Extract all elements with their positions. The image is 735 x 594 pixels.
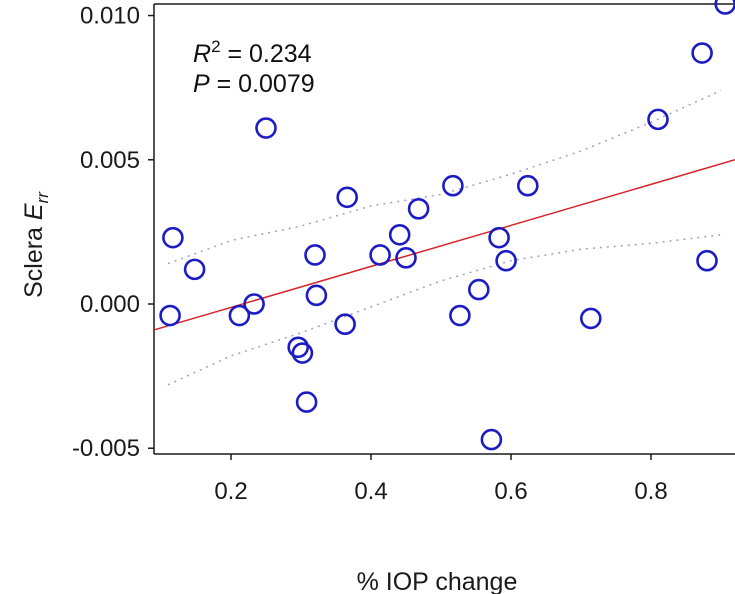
data-point (305, 284, 328, 307)
axis-ticks: 0.2 0.4 0.6 0.8 -0.005 0.000 0.005 0.010 (72, 3, 668, 505)
x-tick-label: 0.4 (354, 478, 387, 505)
data-point (395, 247, 417, 269)
data-point (255, 117, 277, 139)
y-axis-title-prefix: Sclera (20, 220, 48, 298)
data-point (388, 223, 411, 246)
r-squared-annotation: R2 = 0.234 (193, 37, 312, 68)
y-axis-title: Sclera Err (20, 191, 52, 298)
x-tick-label: 0.6 (494, 478, 527, 505)
data-point (159, 304, 181, 327)
data-point (291, 342, 314, 364)
data-point (334, 313, 356, 335)
data-point (696, 249, 718, 272)
y-tick-label: 0.000 (80, 291, 140, 318)
data-point (369, 244, 391, 266)
p-symbol: P (193, 70, 210, 98)
data-point (467, 278, 490, 301)
data-point (480, 428, 503, 451)
y-tick-label: -0.005 (72, 435, 140, 462)
data-point (407, 198, 430, 220)
ci-upper-line (167, 89, 722, 265)
r-squared-exponent: 2 (211, 37, 220, 56)
data-point (579, 307, 602, 330)
data-point (488, 226, 510, 249)
y-axis-title-variable: E (20, 203, 48, 220)
p-value: = 0.0079 (210, 70, 315, 98)
data-point (495, 249, 517, 272)
ci-lower-line (167, 234, 722, 386)
y-tick-label: 0.005 (80, 147, 140, 174)
r-squared-value: = 0.234 (221, 40, 312, 68)
data-point (442, 174, 464, 197)
y-tick-label: 0.010 (80, 3, 140, 30)
data-point (304, 244, 326, 266)
confidence-band (167, 89, 722, 386)
data-point (449, 304, 471, 327)
x-tick-label: 0.2 (214, 478, 247, 505)
data-point (162, 226, 184, 249)
data-point (183, 258, 206, 281)
data-point (243, 293, 265, 315)
regression-fit (153, 159, 735, 331)
regression-line (153, 159, 735, 331)
r-squared-symbol: R (193, 40, 211, 68)
data-point (516, 174, 539, 197)
p-value-annotation: P = 0.0079 (193, 70, 315, 98)
data-point (647, 108, 669, 131)
data-point (714, 0, 735, 15)
y-axis-title-subscript: rr (33, 191, 52, 204)
x-tick-label: 0.8 (634, 478, 667, 505)
data-point (228, 304, 251, 327)
x-axis-title: % IOP change (357, 568, 518, 594)
data-points (159, 0, 735, 451)
data-point (295, 391, 318, 413)
data-point (691, 42, 713, 64)
data-point (336, 186, 359, 209)
plot-frame (153, 3, 735, 455)
data-point (287, 336, 310, 359)
